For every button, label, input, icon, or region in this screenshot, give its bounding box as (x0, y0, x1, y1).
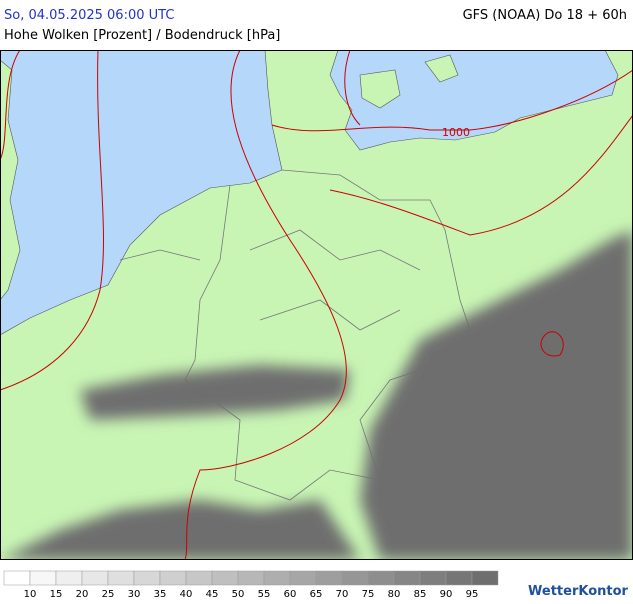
legend-swatch (237, 570, 265, 586)
baltic-sea (329, 50, 619, 151)
legend-swatch (289, 570, 317, 586)
legend-swatch (445, 570, 473, 586)
isobars (0, 50, 633, 560)
model-run: GFS (NOAA) Do 18 + 60h (463, 8, 627, 23)
isobar-label: 1000 (442, 126, 470, 139)
legend-label: 85 (414, 589, 427, 600)
legend-label: 20 (76, 589, 89, 600)
high-clouds (0, 230, 633, 560)
legend-label: 45 (206, 589, 219, 600)
north-sea (0, 50, 283, 336)
legend-label: 55 (258, 589, 271, 600)
legend-swatch (107, 570, 135, 586)
legend-label: 10 (24, 589, 37, 600)
legend-swatch (471, 570, 499, 586)
island (424, 54, 459, 83)
legend-swatch (263, 570, 291, 586)
legend-swatch (393, 570, 421, 586)
legend-swatch (81, 570, 109, 586)
legend-label: 15 (50, 589, 63, 600)
legend-label: 60 (284, 589, 297, 600)
island (359, 69, 401, 109)
borders (119, 169, 560, 521)
subtitle: Hohe Wolken [Prozent] / Bodendruck [hPa] (4, 28, 280, 43)
legend-swatch (211, 570, 239, 586)
legend-label: 75 (362, 589, 375, 600)
logo: WetterKontor (528, 584, 629, 599)
legend: 10 15 20 25 30 35 40 45 50 55 60 65 70 75 80 85 90 95 (3, 570, 499, 600)
legend-swatch (55, 570, 83, 586)
legend-label: 40 (180, 589, 193, 600)
datetime: So, 04.05.2025 06:00 UTC (4, 8, 174, 23)
map: 1000 (0, 50, 633, 560)
legend-label: 70 (336, 589, 349, 600)
legend-swatch (159, 570, 187, 586)
legend-swatch (315, 570, 343, 586)
legend-label: 95 (466, 589, 479, 600)
legend-swatch (341, 570, 369, 586)
legend-label: 30 (128, 589, 141, 600)
legend-label: 35 (154, 589, 167, 600)
legend-swatch (367, 570, 395, 586)
legend-label: 25 (102, 589, 115, 600)
legend-swatch (419, 570, 447, 586)
legend-label: 50 (232, 589, 245, 600)
legend-swatch (29, 570, 57, 586)
legend-swatch (133, 570, 161, 586)
legend-label: 90 (440, 589, 453, 600)
legend-label: 65 (310, 589, 323, 600)
legend-label: 80 (388, 589, 401, 600)
legend-swatch (3, 570, 31, 586)
britain-coast (0, 59, 21, 301)
legend-swatch (185, 570, 213, 586)
